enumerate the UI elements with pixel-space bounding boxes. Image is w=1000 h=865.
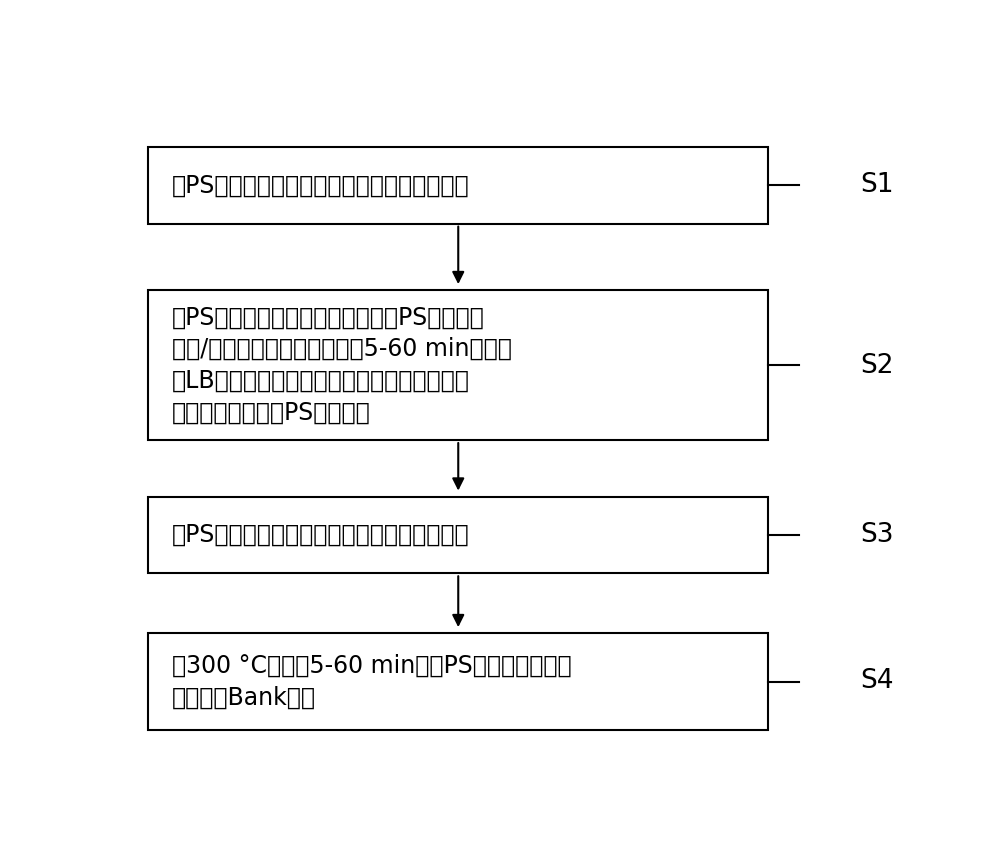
Text: S3: S3 xyxy=(860,522,894,548)
Text: S2: S2 xyxy=(860,353,894,379)
Text: 上得到致密排列的PS小球阵列: 上得到致密排列的PS小球阵列 xyxy=(172,401,370,426)
Text: 致密像素Bank阵列: 致密像素Bank阵列 xyxy=(172,686,316,709)
FancyBboxPatch shape xyxy=(148,497,768,573)
FancyBboxPatch shape xyxy=(148,291,768,440)
FancyBboxPatch shape xyxy=(148,147,768,224)
Text: 在300 °C环境下5-60 min去除PS小球，得到纳米: 在300 °C环境下5-60 min去除PS小球，得到纳米 xyxy=(172,654,571,677)
Text: 到液/气界面，待有机溶剂挥发5-60 min，然后: 到液/气界面，待有机溶剂挥发5-60 min，然后 xyxy=(172,337,511,362)
Text: S1: S1 xyxy=(860,172,894,198)
Text: 在PS小球阵列上沉积一层绝缘氧化物或聚合物: 在PS小球阵列上沉积一层绝缘氧化物或聚合物 xyxy=(172,523,469,547)
Text: S4: S4 xyxy=(860,669,894,695)
Text: 用LB膜拉膜机挤压，并使用液面下降法在阳极: 用LB膜拉膜机挤压，并使用液面下降法在阳极 xyxy=(172,369,469,394)
FancyBboxPatch shape xyxy=(148,633,768,730)
Text: 将PS小球分散于非极性溶剂中形成量子点溶液: 将PS小球分散于非极性溶剂中形成量子点溶液 xyxy=(172,173,469,197)
Text: 将PS小球溶液滴加到超纯水上，使PS小球分散: 将PS小球溶液滴加到超纯水上，使PS小球分散 xyxy=(172,305,484,330)
